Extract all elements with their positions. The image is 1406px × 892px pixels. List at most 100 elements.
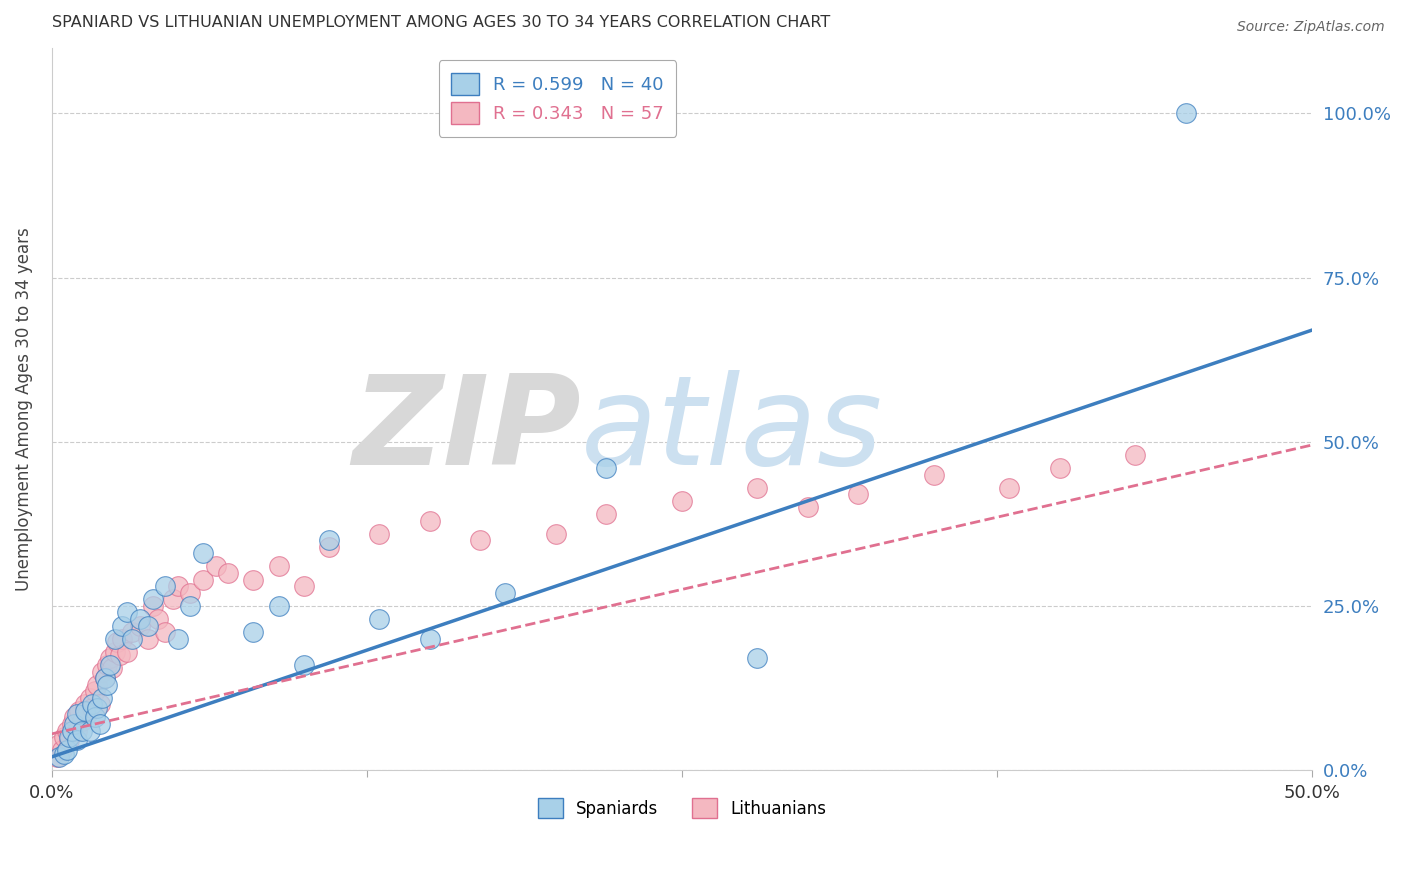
Lithuanians bbox=[104, 645, 127, 659]
Spaniards bbox=[121, 632, 143, 646]
Lithuanians bbox=[846, 487, 869, 501]
Lithuanians bbox=[267, 559, 290, 574]
Lithuanians bbox=[60, 717, 83, 731]
Lithuanians bbox=[45, 750, 67, 764]
Lithuanians bbox=[53, 730, 76, 744]
Spaniards bbox=[166, 632, 188, 646]
Lithuanians bbox=[63, 710, 86, 724]
Lithuanians bbox=[98, 651, 121, 665]
Spaniards bbox=[79, 723, 101, 738]
Spaniards bbox=[117, 606, 139, 620]
Lithuanians bbox=[998, 481, 1021, 495]
Spaniards bbox=[1174, 106, 1197, 120]
Spaniards bbox=[58, 730, 80, 744]
Lithuanians bbox=[70, 714, 93, 728]
Lithuanians bbox=[69, 704, 91, 718]
Lithuanians bbox=[470, 533, 492, 548]
Spaniards bbox=[179, 599, 201, 613]
Spaniards bbox=[89, 717, 111, 731]
Spaniards bbox=[80, 698, 103, 712]
Lithuanians bbox=[242, 573, 264, 587]
Spaniards bbox=[53, 747, 76, 761]
Lithuanians bbox=[747, 481, 769, 495]
Spaniards bbox=[292, 657, 315, 672]
Lithuanians bbox=[91, 665, 114, 679]
Spaniards bbox=[111, 618, 134, 632]
Spaniards bbox=[747, 651, 769, 665]
Lithuanians bbox=[797, 500, 820, 515]
Lithuanians bbox=[121, 625, 143, 640]
Spaniards bbox=[48, 750, 70, 764]
Lithuanians bbox=[101, 661, 124, 675]
Lithuanians bbox=[204, 559, 226, 574]
Y-axis label: Unemployment Among Ages 30 to 34 years: Unemployment Among Ages 30 to 34 years bbox=[15, 227, 32, 591]
Text: SPANIARD VS LITHUANIAN UNEMPLOYMENT AMONG AGES 30 TO 34 YEARS CORRELATION CHART: SPANIARD VS LITHUANIAN UNEMPLOYMENT AMON… bbox=[52, 15, 830, 30]
Lithuanians bbox=[419, 514, 441, 528]
Lithuanians bbox=[292, 579, 315, 593]
Lithuanians bbox=[166, 579, 188, 593]
Lithuanians bbox=[111, 632, 134, 646]
Lithuanians bbox=[129, 618, 152, 632]
Spaniards bbox=[242, 625, 264, 640]
Lithuanians bbox=[56, 723, 79, 738]
Spaniards bbox=[98, 657, 121, 672]
Lithuanians bbox=[73, 698, 96, 712]
Spaniards bbox=[83, 710, 105, 724]
Lithuanians bbox=[162, 592, 184, 607]
Spaniards bbox=[70, 723, 93, 738]
Lithuanians bbox=[58, 733, 80, 747]
Lithuanians bbox=[108, 648, 131, 662]
Spaniards bbox=[60, 723, 83, 738]
Lithuanians bbox=[66, 723, 89, 738]
Spaniards bbox=[142, 592, 165, 607]
Lithuanians bbox=[79, 690, 101, 705]
Lithuanians bbox=[1125, 448, 1147, 462]
Spaniards bbox=[104, 632, 127, 646]
Spaniards bbox=[153, 579, 176, 593]
Lithuanians bbox=[51, 743, 73, 757]
Spaniards bbox=[91, 690, 114, 705]
Text: Source: ZipAtlas.com: Source: ZipAtlas.com bbox=[1237, 20, 1385, 34]
Lithuanians bbox=[153, 625, 176, 640]
Lithuanians bbox=[671, 493, 693, 508]
Legend: Spaniards, Lithuanians: Spaniards, Lithuanians bbox=[530, 789, 834, 827]
Spaniards bbox=[136, 618, 159, 632]
Spaniards bbox=[66, 733, 89, 747]
Spaniards bbox=[63, 717, 86, 731]
Spaniards bbox=[129, 612, 152, 626]
Lithuanians bbox=[368, 526, 391, 541]
Spaniards bbox=[56, 743, 79, 757]
Lithuanians bbox=[544, 526, 567, 541]
Lithuanians bbox=[80, 700, 103, 714]
Lithuanians bbox=[89, 698, 111, 712]
Lithuanians bbox=[142, 599, 165, 613]
Lithuanians bbox=[136, 632, 159, 646]
Lithuanians bbox=[96, 657, 118, 672]
Spaniards bbox=[96, 678, 118, 692]
Spaniards bbox=[267, 599, 290, 613]
Spaniards bbox=[86, 700, 108, 714]
Spaniards bbox=[191, 546, 214, 560]
Lithuanians bbox=[86, 678, 108, 692]
Lithuanians bbox=[1049, 461, 1071, 475]
Spaniards bbox=[368, 612, 391, 626]
Lithuanians bbox=[93, 671, 115, 685]
Spaniards bbox=[494, 586, 516, 600]
Text: atlas: atlas bbox=[581, 370, 883, 491]
Lithuanians bbox=[83, 684, 105, 698]
Spaniards bbox=[73, 704, 96, 718]
Text: ZIP: ZIP bbox=[353, 370, 581, 491]
Lithuanians bbox=[179, 586, 201, 600]
Spaniards bbox=[419, 632, 441, 646]
Lithuanians bbox=[595, 507, 617, 521]
Lithuanians bbox=[76, 707, 98, 722]
Spaniards bbox=[318, 533, 340, 548]
Lithuanians bbox=[48, 737, 70, 751]
Lithuanians bbox=[146, 612, 169, 626]
Lithuanians bbox=[191, 573, 214, 587]
Lithuanians bbox=[105, 635, 128, 649]
Spaniards bbox=[66, 707, 89, 722]
Spaniards bbox=[93, 671, 115, 685]
Lithuanians bbox=[922, 467, 945, 482]
Lithuanians bbox=[318, 540, 340, 554]
